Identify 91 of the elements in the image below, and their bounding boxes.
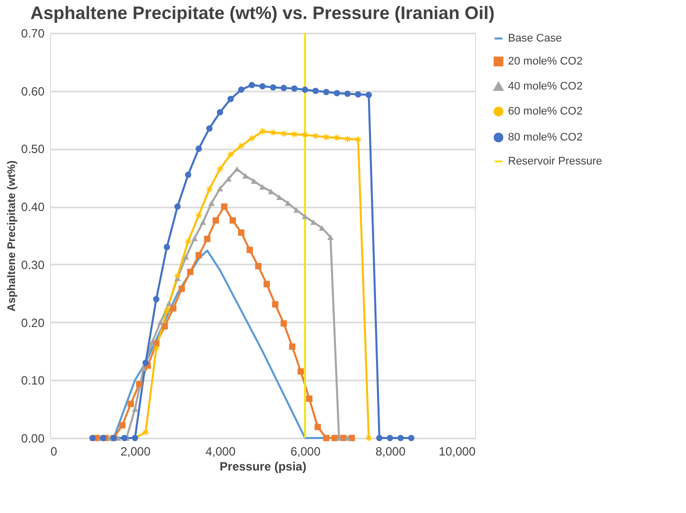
- point: [280, 84, 287, 92]
- x-tick-label: 8,000: [375, 444, 406, 458]
- point: [206, 125, 213, 132]
- point: [323, 88, 330, 96]
- point: [162, 323, 168, 330]
- y-tick-label: 0.10: [21, 374, 45, 388]
- legend-label: Reservoir Pressure: [508, 156, 602, 168]
- point: [119, 422, 126, 428]
- point: [157, 320, 164, 326]
- x-tick-label: 0: [50, 444, 58, 458]
- point: [216, 109, 224, 116]
- point: [191, 236, 198, 242]
- point: [184, 172, 192, 178]
- point: [164, 244, 170, 250]
- point: [142, 360, 149, 366]
- y-tick-label: 0.40: [21, 200, 45, 214]
- point: [386, 434, 394, 442]
- point: [291, 85, 298, 92]
- point: [140, 366, 147, 372]
- point: [212, 217, 219, 224]
- point: [250, 178, 258, 184]
- point: [246, 246, 253, 254]
- point: [174, 203, 181, 210]
- point: [314, 424, 321, 430]
- point: [204, 236, 210, 242]
- legend-label: 40 mole% CO2: [508, 80, 583, 92]
- point: [270, 84, 276, 91]
- y-tick-label: 0.60: [21, 84, 45, 98]
- y-axis-title: Asphaltene Precipitate (wt%): [6, 160, 18, 312]
- point: [196, 146, 202, 152]
- point: [366, 92, 372, 98]
- point: [166, 300, 172, 306]
- point: [178, 286, 185, 292]
- point: [310, 219, 317, 225]
- point: [312, 88, 319, 94]
- point: [248, 82, 256, 88]
- point: [128, 400, 134, 408]
- point: [302, 86, 308, 93]
- point: [225, 176, 232, 182]
- point: [376, 434, 383, 442]
- point: [408, 434, 414, 442]
- y-tick-label: 0.30: [21, 258, 45, 272]
- point: [318, 225, 326, 231]
- point: [230, 217, 236, 224]
- point: [238, 229, 244, 236]
- x-tick-label: 2,000: [120, 444, 151, 458]
- y-tick-label: 0.70: [21, 26, 45, 40]
- point: [170, 305, 176, 312]
- chart-title: Asphaltene Precipitate (wt%) vs. Pressure (Iranian Oil): [30, 3, 495, 23]
- x-tick-label: 4,000: [205, 444, 236, 458]
- point: [187, 268, 194, 276]
- point: [221, 203, 228, 210]
- point: [354, 91, 362, 98]
- point: [302, 214, 308, 220]
- point: [272, 301, 278, 308]
- point: [216, 186, 224, 192]
- legend-label: Base Case: [508, 32, 562, 44]
- point: [397, 434, 404, 442]
- point: [323, 434, 330, 442]
- point: [196, 252, 202, 258]
- y-tick-label: 0.20: [21, 316, 45, 330]
- legend-label: 80 mole% CO2: [508, 132, 583, 144]
- point: [298, 368, 304, 375]
- point: [344, 435, 351, 441]
- point: [242, 173, 249, 179]
- point: [255, 263, 262, 270]
- point: [208, 200, 215, 206]
- point: [306, 395, 312, 402]
- point: [182, 254, 190, 260]
- point: [200, 219, 206, 225]
- x-tick-label: 10,000: [438, 444, 476, 458]
- point: [334, 90, 340, 96]
- legend-label: 20 mole% CO2: [508, 56, 583, 68]
- point: [280, 320, 287, 327]
- x-tick-label: 6,000: [290, 444, 321, 458]
- y-tick-label: 0.00: [21, 432, 45, 446]
- y-tick-label: 0.50: [21, 142, 45, 156]
- point: [289, 343, 296, 350]
- point: [136, 381, 142, 388]
- legend-label: 60 mole% CO2: [508, 106, 583, 118]
- x-axis-title: Pressure (psia): [220, 460, 306, 474]
- point: [227, 96, 234, 102]
- point: [344, 90, 351, 97]
- point: [153, 296, 160, 302]
- point: [148, 340, 156, 346]
- point: [327, 234, 334, 240]
- point: [264, 280, 270, 288]
- point: [268, 188, 274, 194]
- point: [259, 184, 266, 190]
- point: [259, 83, 266, 90]
- point: [238, 86, 244, 93]
